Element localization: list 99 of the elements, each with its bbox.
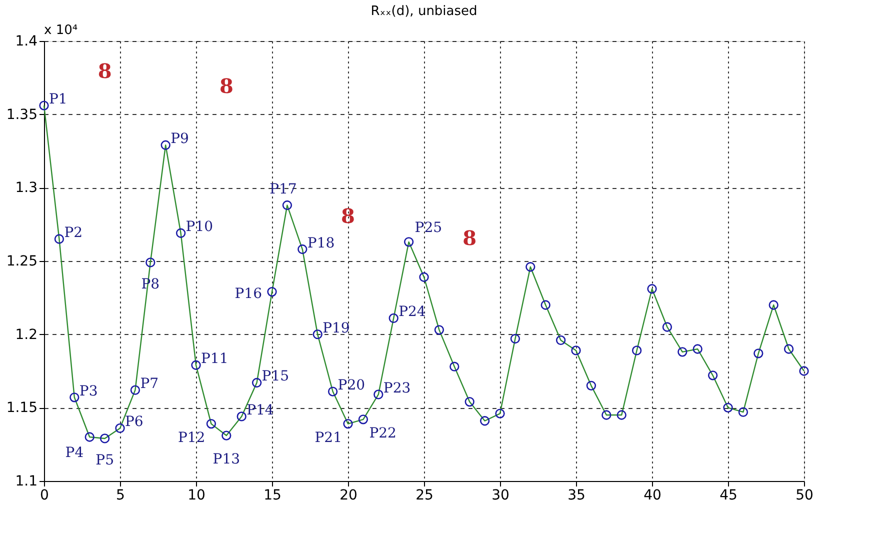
point <box>692 344 702 354</box>
annotation: 8 <box>219 74 234 98</box>
annotation: P6 <box>125 414 144 430</box>
x-tick-label: 50 <box>796 488 814 504</box>
point <box>647 284 657 294</box>
annotation: P18 <box>307 235 335 252</box>
x-tick-label: 20 <box>340 488 358 504</box>
point <box>540 300 550 310</box>
annotation: P1 <box>49 92 68 108</box>
point <box>784 344 794 354</box>
point <box>754 348 764 358</box>
point <box>388 313 398 324</box>
point <box>312 330 322 340</box>
point <box>130 385 140 395</box>
point <box>54 234 64 244</box>
point <box>236 412 246 422</box>
annotation: P20 <box>338 378 366 394</box>
point <box>586 380 596 390</box>
x-tick-label: 10 <box>188 488 206 504</box>
point <box>526 262 536 272</box>
text: x 10⁴ <box>44 23 78 38</box>
x-tick-label: 45 <box>720 488 738 504</box>
y-tick-label: 1.25 <box>6 254 38 270</box>
point <box>404 237 414 247</box>
point <box>464 396 474 407</box>
y-tick-label: 1.2 <box>15 326 38 343</box>
annotation: P19 <box>322 320 350 336</box>
point <box>616 410 626 420</box>
point <box>510 334 520 344</box>
point <box>298 244 308 254</box>
y-tick-label: 1.1 <box>15 474 38 490</box>
point <box>100 434 110 444</box>
annotation: P13 <box>212 452 240 468</box>
point <box>267 286 277 297</box>
annotation: P5 <box>96 452 114 468</box>
annotation: P17 <box>270 181 297 198</box>
point <box>282 200 292 210</box>
point <box>708 370 718 380</box>
annotation: P7 <box>140 376 159 392</box>
point <box>556 335 566 346</box>
annotation: P11 <box>201 351 228 368</box>
annotation: P24 <box>398 304 426 320</box>
point <box>358 414 368 424</box>
point <box>602 410 612 420</box>
chart-title: Rₓₓ(d), unbiased <box>370 4 478 19</box>
point <box>328 386 338 396</box>
annotation: 8 <box>98 58 112 83</box>
x-tick-label: 25 <box>416 488 434 504</box>
point <box>662 322 672 332</box>
point <box>374 390 384 400</box>
x-tick-label: 35 <box>568 488 586 504</box>
point <box>222 430 232 440</box>
annotation: P2 <box>64 225 83 241</box>
annotation: 8 <box>341 204 355 228</box>
annotation: P16 <box>234 286 262 302</box>
point <box>723 402 733 412</box>
annotation: P15 <box>262 368 290 385</box>
x-tick-label: 30 <box>492 488 510 504</box>
annotation: 8 <box>462 226 477 250</box>
point <box>678 347 688 357</box>
point <box>115 423 125 434</box>
point <box>343 418 353 429</box>
x-tick-label: 40 <box>644 488 662 504</box>
annotation: P23 <box>383 380 411 396</box>
point <box>146 258 156 268</box>
annotation: P3 <box>79 383 98 400</box>
point <box>160 140 170 150</box>
x-tick-label: 15 <box>264 488 282 504</box>
point <box>252 378 262 388</box>
x-tick-label: 5 <box>116 488 125 504</box>
y-tick-label: 1.15 <box>6 400 38 416</box>
y-tick-label: 1.4 <box>15 34 38 50</box>
point <box>191 360 201 370</box>
annotation: P4 <box>65 445 84 461</box>
point <box>571 346 581 356</box>
annotation: P21 <box>314 430 342 446</box>
annotation: P9 <box>170 131 189 148</box>
point <box>480 416 490 426</box>
point <box>84 432 94 442</box>
point <box>176 228 186 238</box>
y-tick-label: 1.3 <box>15 180 38 196</box>
annotation: P22 <box>369 425 396 442</box>
annotation: P10 <box>186 219 214 236</box>
point <box>434 325 444 335</box>
annotation: P12 <box>178 430 206 446</box>
point <box>768 300 778 310</box>
point <box>450 362 460 372</box>
annotation: P14 <box>246 402 274 418</box>
y-tick-label: 1.35 <box>6 106 38 123</box>
point <box>206 418 216 429</box>
point <box>632 346 642 356</box>
point <box>70 392 80 402</box>
x-tick-label: 0 <box>40 488 49 504</box>
point <box>39 100 49 110</box>
point <box>419 272 429 282</box>
annotation: P25 <box>414 220 442 236</box>
point <box>799 366 809 376</box>
point <box>738 407 748 417</box>
point <box>495 408 505 418</box>
